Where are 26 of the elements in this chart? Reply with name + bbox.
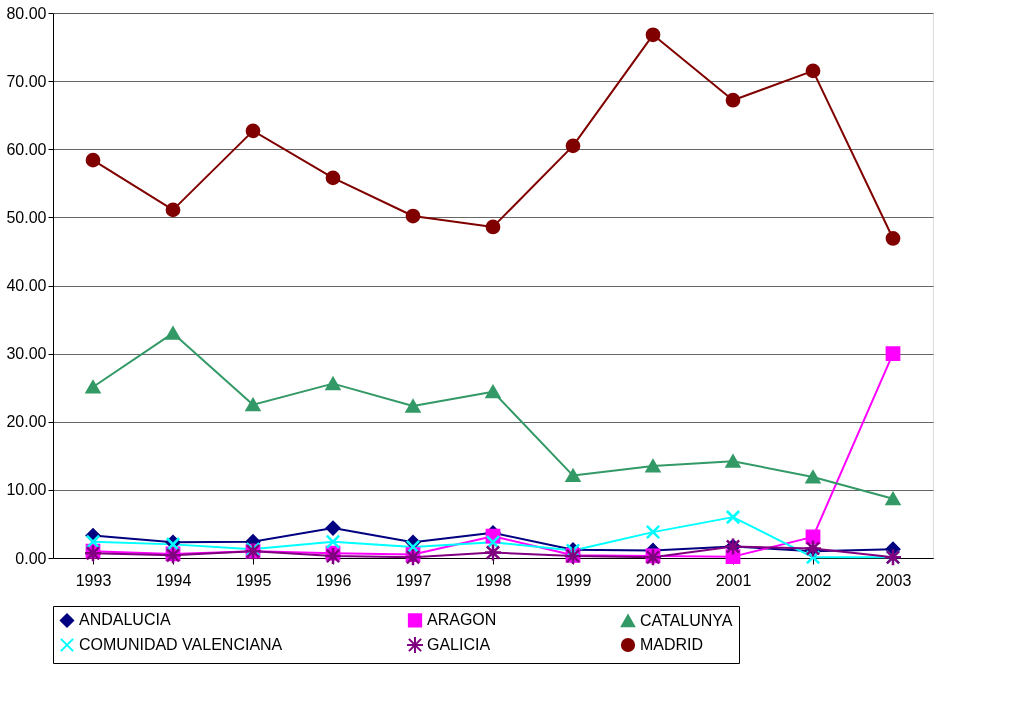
x-tick-label: 1996 xyxy=(315,571,352,589)
legend-label: CATALUNYA xyxy=(640,611,733,629)
x-tick-label: 1999 xyxy=(555,571,592,589)
x-tick-label: 1998 xyxy=(475,571,512,589)
x-tick-label: 2000 xyxy=(635,571,672,589)
x-tick-label: 2003 xyxy=(875,571,912,589)
x-tick-label: 2002 xyxy=(795,571,832,589)
y-tick-label: 30.00 xyxy=(6,345,47,363)
y-tick-label: 70.00 xyxy=(6,72,47,90)
y-tick-label: 40.00 xyxy=(6,277,47,294)
x-tick-label: 1994 xyxy=(155,571,192,589)
y-tick-label: 10.00 xyxy=(6,481,47,499)
y-tick-label: 0.00 xyxy=(15,549,47,567)
x-tick-label: 1997 xyxy=(395,571,432,589)
x-tick-label: 1995 xyxy=(235,571,272,589)
legend-label: MADRID xyxy=(640,636,704,653)
y-tick-label: 20.00 xyxy=(6,413,47,431)
legend-label: ARAGON xyxy=(427,611,497,629)
y-tick-label: 50.00 xyxy=(6,208,47,226)
legend-label: GALICIA xyxy=(427,636,491,653)
y-tick-label: 80.00 xyxy=(6,4,47,22)
x-tick-label: 1993 xyxy=(75,571,112,589)
y-tick-label: 60.00 xyxy=(6,140,47,158)
legend-label: ANDALUCIA xyxy=(79,611,171,629)
x-tick-label: 2001 xyxy=(715,571,752,589)
legend-label: COMUNIDAD VALENCIANA xyxy=(79,636,283,653)
